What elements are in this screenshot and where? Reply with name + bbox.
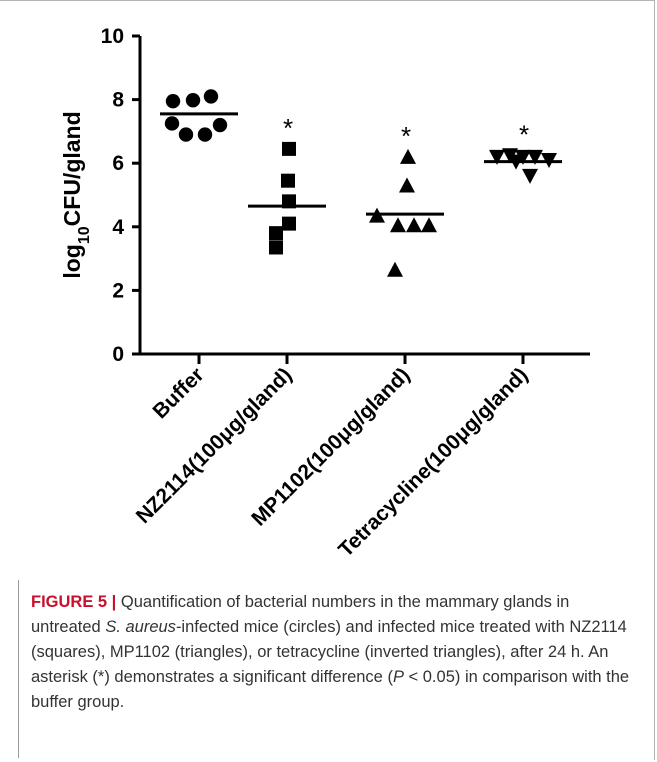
caption-text-3: < 0.05) in comparison with the buffer gr… <box>31 668 630 711</box>
caption-p-symbol: P <box>392 668 404 686</box>
caption-text: FIGURE 5 | Quantification of bacterial n… <box>31 580 643 715</box>
y-axis-title-base: log <box>59 244 85 279</box>
data-point-circle <box>197 127 213 142</box>
data-point-triangle <box>421 217 437 233</box>
data-point-circle <box>203 89 219 104</box>
significance-asterisk: * <box>283 113 293 143</box>
data-point-triangle <box>399 177 415 193</box>
y-tick-label: 10 <box>101 25 124 48</box>
data-point-triangle <box>390 217 406 233</box>
data-point-inverted-triangle <box>489 149 505 165</box>
y-tick-label: 8 <box>112 89 124 112</box>
significance-asterisk: * <box>401 121 411 151</box>
caption-text-1: Quantification of bacterial numbers in t… <box>31 593 570 636</box>
data-point-circle <box>165 93 181 109</box>
significance-asterisk: * <box>519 119 529 149</box>
data-point-circle <box>164 116 180 131</box>
y-axis-title: log10CFU/gland <box>59 111 93 278</box>
y-axis-title-unit: CFU/gland <box>59 111 85 226</box>
data-point-triangle <box>387 261 403 277</box>
y-tick-label: 2 <box>112 279 124 302</box>
data-point-square <box>282 141 296 156</box>
x-tick-label: Buffer <box>149 363 209 423</box>
data-point-triangle <box>406 217 422 233</box>
figure-caption: FIGURE 5 | Quantification of bacterial n… <box>18 580 643 758</box>
y-axis-title-subscript: 10 <box>76 226 93 244</box>
data-point-square <box>282 216 296 231</box>
data-point-inverted-triangle <box>515 149 531 165</box>
data-point-circle <box>178 127 194 142</box>
data-point-circle <box>212 117 228 133</box>
data-point-inverted-triangle <box>527 149 543 165</box>
data-point-square <box>269 226 283 241</box>
scatter-chart: 0246810log10CFU/glandBufferNZ2114(100μg/… <box>59 25 590 562</box>
caption-text-2: -infected mice (circles) and infected mi… <box>31 618 627 686</box>
caption-species: S. aureus <box>105 618 176 636</box>
data-point-square <box>269 240 283 255</box>
y-tick-label: 4 <box>112 216 124 239</box>
y-tick-label: 0 <box>112 343 124 366</box>
data-point-square <box>281 173 295 188</box>
data-point-triangle <box>400 148 416 164</box>
data-point-circle <box>185 93 201 108</box>
data-point-inverted-triangle <box>522 168 538 184</box>
x-tick-label: Tetracycline(100μg/gland) <box>334 363 532 561</box>
caption-label: FIGURE 5 | <box>31 593 117 611</box>
y-tick-label: 6 <box>112 152 124 175</box>
